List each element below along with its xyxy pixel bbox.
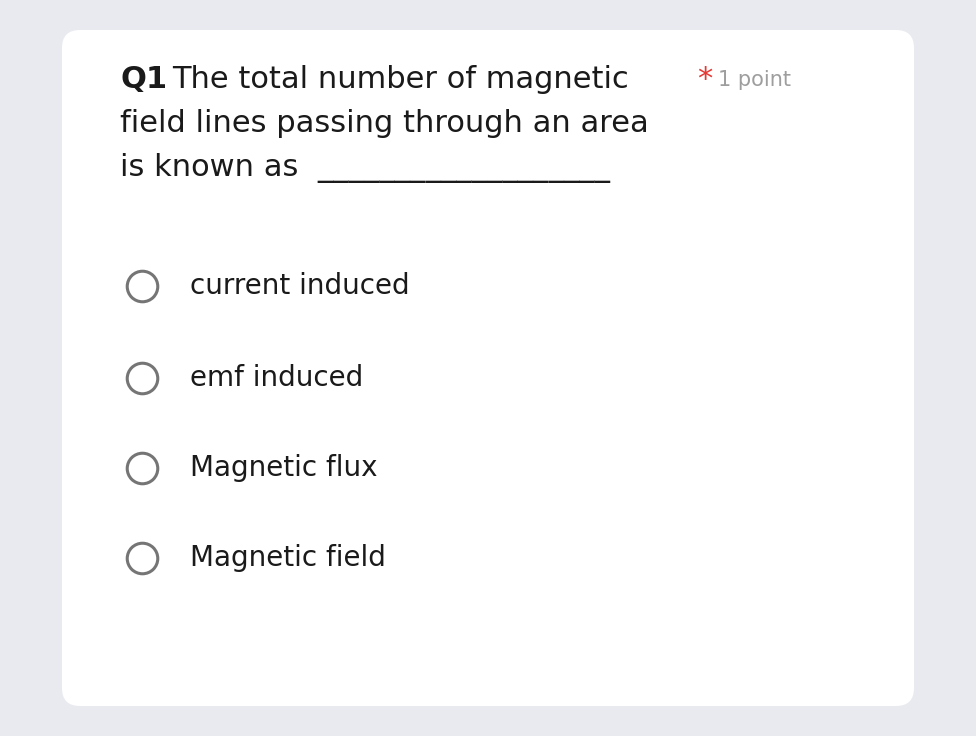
- Text: Q1: Q1: [120, 66, 167, 94]
- Text: 1 point: 1 point: [718, 70, 791, 90]
- Text: is known as  ___________________: is known as ___________________: [120, 153, 610, 183]
- Text: field lines passing through an area: field lines passing through an area: [120, 110, 649, 138]
- Text: current induced: current induced: [190, 272, 410, 300]
- Text: *: *: [697, 66, 712, 94]
- FancyBboxPatch shape: [62, 30, 914, 706]
- Text: emf induced: emf induced: [190, 364, 363, 392]
- Text: The total number of magnetic: The total number of magnetic: [172, 66, 629, 94]
- Text: Magnetic flux: Magnetic flux: [190, 454, 378, 482]
- Text: Magnetic field: Magnetic field: [190, 544, 386, 572]
